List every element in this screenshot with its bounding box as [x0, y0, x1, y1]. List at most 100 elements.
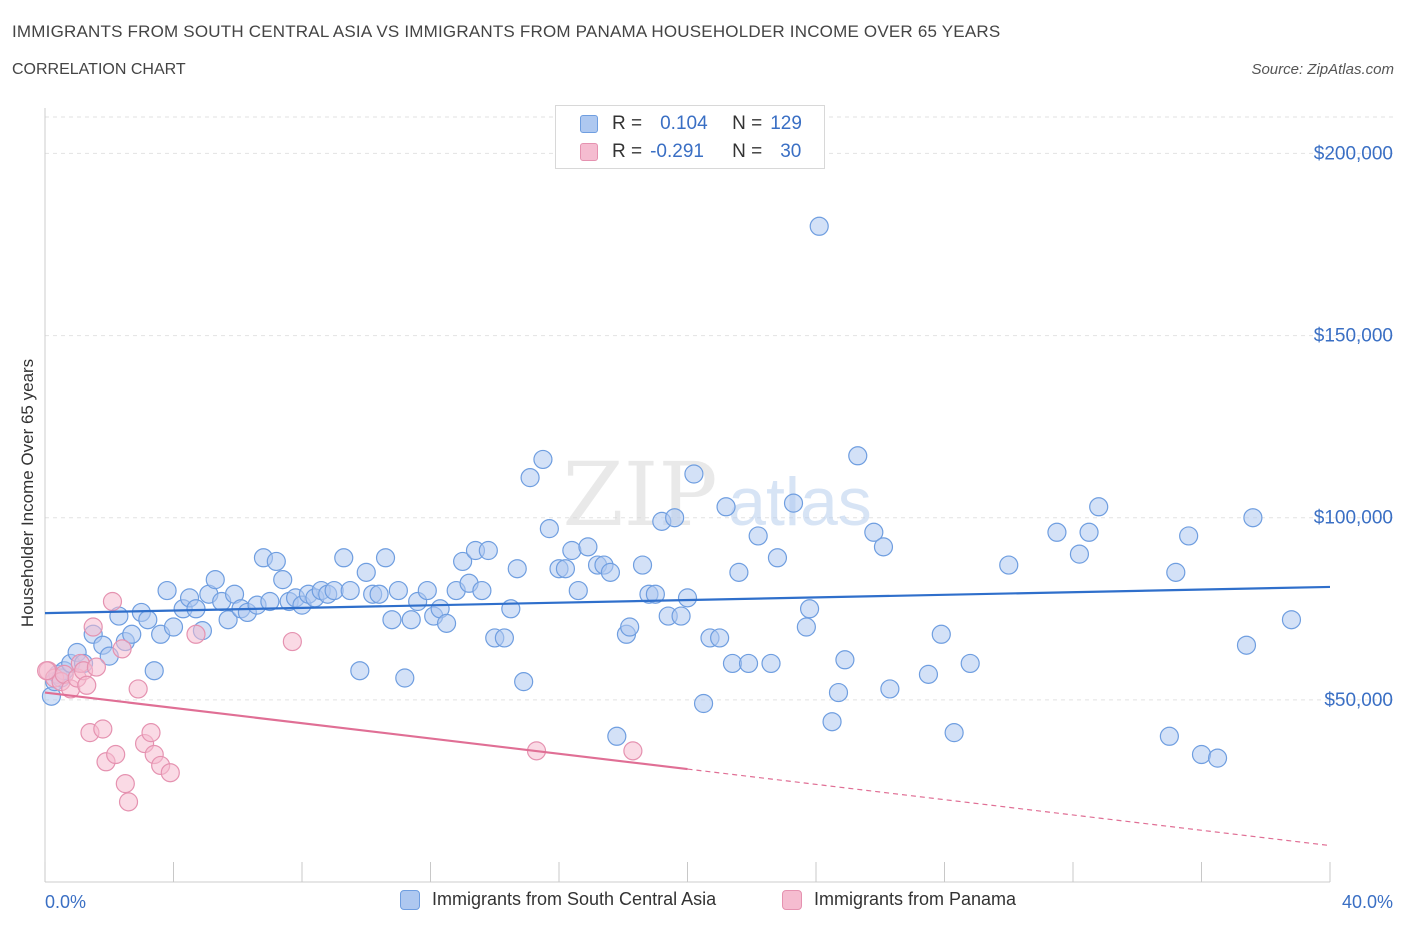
point-south-central-asia [507, 559, 527, 579]
point-south-central-asia [334, 548, 354, 568]
point-south-central-asia [1243, 508, 1263, 528]
points-layer [37, 216, 1302, 812]
legend-n-value: 129 [770, 113, 802, 134]
legend-n-value: 30 [780, 141, 802, 162]
legend-row-south-central-asia: R = 0.104 N = 129 [580, 111, 802, 137]
point-south-central-asia [494, 628, 514, 648]
legend-r-value: 0.104 [660, 113, 708, 134]
point-south-central-asia [356, 562, 376, 582]
axes-layer: $50,000 $100,000 $150,000 $200,000 0.0% 40.0% [44, 108, 1393, 912]
point-panama [141, 723, 161, 743]
point-south-central-asia [555, 559, 576, 579]
point-south-central-asia [273, 570, 293, 590]
point-south-central-asia [369, 584, 389, 604]
point-south-central-asia [138, 610, 158, 630]
trend-line-panama-projection [687, 768, 1331, 847]
point-south-central-asia [918, 664, 939, 684]
point-south-central-asia [684, 464, 704, 484]
point-south-central-asia [783, 493, 804, 513]
point-south-central-asia [960, 653, 980, 674]
point-south-central-asia [218, 610, 238, 630]
point-south-central-asia [828, 682, 849, 703]
point-south-central-asia [205, 570, 225, 590]
point-panama [186, 624, 206, 644]
point-south-central-asia [1207, 748, 1228, 768]
point-south-central-asia [266, 551, 286, 572]
point-panama [118, 792, 139, 812]
point-south-central-asia [472, 580, 492, 601]
point-south-central-asia [620, 617, 640, 637]
series-legend-panama: Immigrants from Panama [782, 889, 1016, 910]
legend-n-label: N = [732, 113, 763, 134]
point-south-central-asia [809, 216, 829, 236]
y-tick-label: $150,000 [1314, 326, 1393, 347]
point-south-central-asia [864, 522, 884, 542]
point-south-central-asia [388, 580, 408, 601]
legend-n-label: N = [732, 141, 763, 162]
y-axis-label: Householder Income Over 65 years [18, 359, 37, 627]
point-south-central-asia [665, 508, 685, 528]
point-south-central-asia [716, 497, 736, 517]
point-panama [102, 591, 123, 612]
point-panama [160, 763, 180, 783]
series-swatch-pink [782, 889, 802, 910]
point-south-central-asia [395, 668, 415, 688]
point-south-central-asia [417, 580, 437, 601]
legend-swatch-blue [580, 115, 598, 133]
watermark-zip: ZIP [562, 443, 717, 546]
point-south-central-asia [157, 580, 177, 601]
point-south-central-asia [186, 599, 206, 619]
trend-line-panama [44, 691, 688, 771]
point-panama [115, 774, 135, 794]
y-tick-label: $50,000 [1324, 690, 1393, 711]
series-swatch-blue [400, 889, 420, 910]
point-south-central-asia [375, 548, 396, 568]
point-panama [93, 719, 113, 739]
point-south-central-asia [1191, 744, 1212, 765]
point-south-central-asia [1281, 610, 1302, 630]
watermark: ZIP atlas [562, 443, 871, 546]
point-south-central-asia [568, 580, 588, 601]
point-south-central-asia [999, 555, 1019, 575]
point-panama [37, 661, 57, 681]
point-south-central-asia [1069, 544, 1090, 564]
point-panama [128, 679, 148, 699]
point-panama [106, 744, 126, 765]
point-panama [77, 675, 97, 695]
point-south-central-asia [1079, 522, 1099, 542]
point-south-central-asia [729, 562, 749, 582]
point-south-central-asia [796, 617, 816, 637]
y-tick-label: $100,000 [1314, 508, 1393, 529]
point-south-central-asia [340, 580, 360, 601]
point-south-central-asia [677, 588, 698, 608]
legend-r-label: R = [612, 113, 643, 134]
legend-row-panama: R = -0.291 N = 30 [580, 139, 801, 165]
point-south-central-asia [520, 468, 540, 488]
point-south-central-asia [822, 712, 842, 732]
point-south-central-asia [350, 661, 370, 681]
trend-line-south-central-asia [44, 585, 1331, 615]
point-south-central-asia [163, 617, 184, 637]
legend-r-value: -0.291 [650, 141, 704, 162]
y-tick-label: $200,000 [1314, 143, 1393, 164]
point-south-central-asia [873, 537, 894, 557]
point-south-central-asia [738, 653, 759, 674]
point-south-central-asia [944, 723, 964, 743]
x-tick-label-min: 0.0% [45, 892, 86, 912]
point-south-central-asia [478, 540, 498, 561]
point-south-central-asia [748, 526, 768, 546]
point-south-central-asia [1166, 562, 1186, 582]
point-south-central-asia [710, 628, 730, 648]
legend-swatch-pink [580, 143, 598, 161]
point-south-central-asia [1159, 726, 1179, 746]
point-south-central-asia [607, 726, 627, 746]
point-south-central-asia [761, 653, 781, 674]
point-south-central-asia [632, 555, 653, 575]
chart-subtitle: CORRELATION CHART [12, 61, 186, 78]
point-south-central-asia [693, 693, 714, 714]
point-south-central-asia [600, 562, 621, 582]
stats-legend: R = 0.104 N = 129 R = -0.291 N = 30 [555, 105, 825, 169]
point-panama [623, 741, 643, 761]
chart-title: IMMIGRANTS FROM SOUTH CENTRAL ASIA VS IM… [12, 22, 1001, 41]
